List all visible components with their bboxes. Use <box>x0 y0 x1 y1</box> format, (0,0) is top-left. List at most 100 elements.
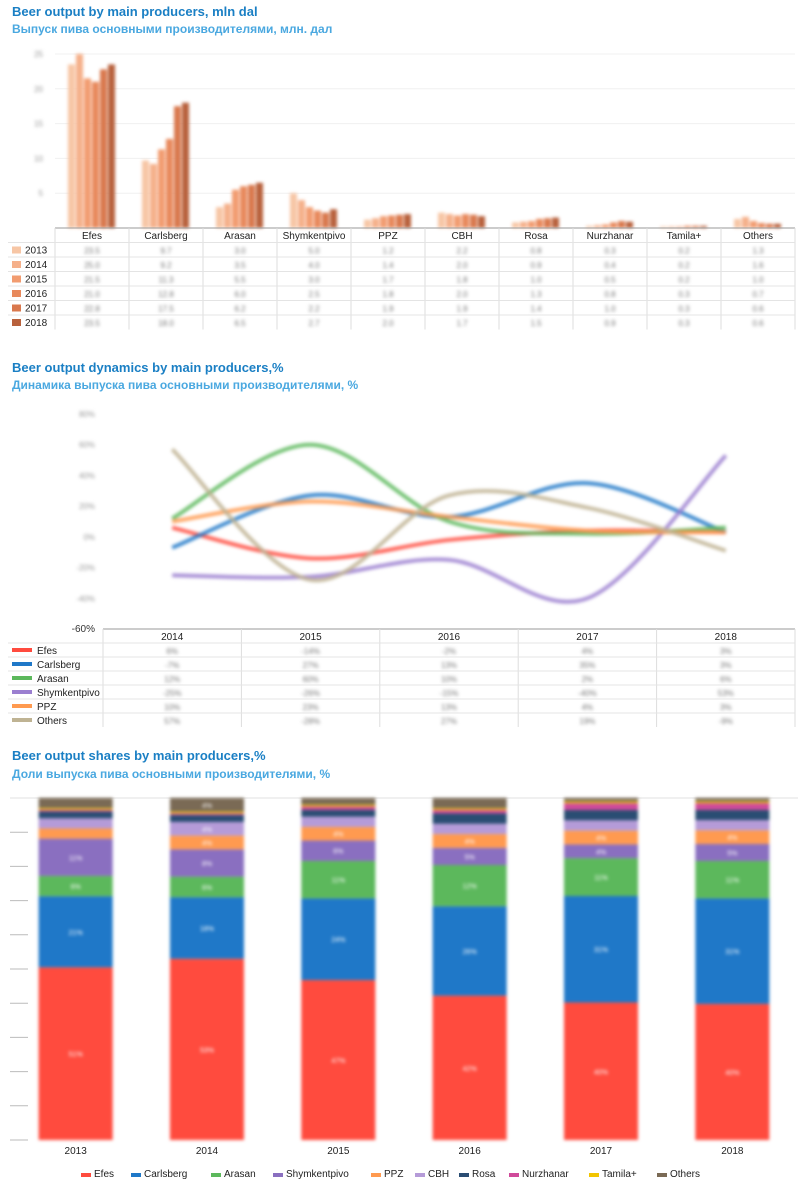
segment-label: 31% <box>594 947 608 954</box>
table-cell: 1.0 <box>530 276 542 285</box>
table-cell: 2.5 <box>308 290 320 299</box>
y-tick-label: 20 <box>34 85 43 94</box>
stacked-segment <box>564 801 638 804</box>
table-cell: 1.9 <box>456 305 468 314</box>
table-cell: 35% <box>579 661 595 670</box>
table-cell: -26% <box>301 689 320 698</box>
table-cell: 4% <box>582 703 594 712</box>
stacked-segment <box>564 810 638 821</box>
segment-label: 8% <box>202 861 212 868</box>
legend-label: Tamila+ <box>602 1169 637 1180</box>
legend-label: CBH <box>428 1169 449 1180</box>
category-label: 2016 <box>459 1146 482 1157</box>
y-tick-label: 5 <box>39 189 44 198</box>
legend-label: 2018 <box>25 318 48 329</box>
bar <box>174 106 181 228</box>
stacked-segment <box>301 860 376 899</box>
segment-label: 24% <box>331 937 345 944</box>
legend-label: Nurzhanar <box>522 1169 569 1180</box>
stacked-segment <box>38 838 113 876</box>
category-label: Tamila+ <box>667 231 702 242</box>
bar <box>142 160 149 228</box>
table-cell: 1.7 <box>382 276 394 285</box>
table-cell: 2.2 <box>308 305 320 314</box>
legend-swatch <box>12 290 21 297</box>
legend-swatch <box>273 1173 283 1177</box>
y-tick-label: 60% <box>79 441 95 450</box>
stacked-segment <box>564 798 638 802</box>
segment-label: 6% <box>202 885 212 892</box>
stacked-segment <box>301 804 376 807</box>
bar <box>692 225 699 228</box>
legend-swatch <box>12 246 21 254</box>
segment-label: 4% <box>202 840 212 847</box>
stacked-segment <box>432 834 507 848</box>
category-label: 2016 <box>438 632 461 643</box>
table-cell: -40% <box>578 689 597 698</box>
dynamics-line-chart: 80% 60% 40% 20% 0% -20% -40% -60% 2014 2015 2016 20… <box>8 410 796 727</box>
segment-label: 42% <box>463 1066 477 1073</box>
segment-label: 4% <box>202 827 212 834</box>
bar <box>108 64 115 228</box>
table-cell: 19% <box>579 717 595 726</box>
segment-label: 4% <box>465 839 475 846</box>
table-cell: 1.6 <box>752 261 764 270</box>
table-cell: 3.0 <box>308 276 320 285</box>
bar <box>290 193 297 228</box>
table-cell: 27% <box>441 717 457 726</box>
legend-swatch <box>131 1173 141 1177</box>
table-cell: 17.5 <box>158 305 174 314</box>
stacked-segment <box>38 798 113 809</box>
series-line <box>170 447 727 583</box>
table-cell: -15% <box>440 689 459 698</box>
legend-swatch <box>589 1173 599 1177</box>
bar <box>544 218 551 228</box>
segment-label: 31% <box>725 949 739 956</box>
stacked-segment <box>564 895 638 1003</box>
table-cell: 21.0 <box>84 290 100 299</box>
table-cell: 4.0 <box>308 261 320 270</box>
legend-swatch <box>12 319 21 326</box>
bar <box>618 221 625 228</box>
table-cell: 0.4 <box>604 261 616 270</box>
table-cell: 9.7 <box>160 247 172 256</box>
table-cell: 6% <box>166 647 178 656</box>
table-cell: 5.5 <box>234 276 246 285</box>
category-label: Others <box>743 231 773 242</box>
legend-label: Efes <box>94 1169 114 1180</box>
bar <box>660 226 667 228</box>
bar <box>404 214 411 228</box>
stacked-bars-group: 51% 21% 6% 11% 53% 18% 6% 8% 4% 4% 4% 47% 24% 11% 6% 4%… <box>38 798 770 1140</box>
table-cell: -14% <box>301 647 320 656</box>
bar <box>586 225 593 228</box>
category-label: CBH <box>451 231 472 242</box>
chart3-title: Beer output shares by main producers,% <box>12 748 266 763</box>
stacked-segment <box>564 1002 638 1140</box>
stacked-segment <box>170 815 244 822</box>
table-cell: 1.0 <box>752 276 764 285</box>
bar <box>92 81 99 228</box>
category-label: 2018 <box>715 632 738 643</box>
category-label: 2014 <box>161 632 184 643</box>
bar <box>166 138 173 228</box>
bar <box>758 223 765 228</box>
bar <box>224 203 231 228</box>
chart3-subtitle: Доли выпуска пива основными производител… <box>12 767 331 781</box>
bar <box>774 223 781 228</box>
segment-label: 6% <box>333 849 343 856</box>
segment-label: 18% <box>200 926 214 933</box>
table-cell: 27% <box>303 661 319 670</box>
category-label: 2018 <box>721 1146 744 1157</box>
table-cell: 3.0 <box>234 247 246 256</box>
category-label: PPZ <box>378 231 397 242</box>
stacked-segment <box>301 840 376 861</box>
bar <box>158 149 165 228</box>
table-cell: 12% <box>164 675 180 684</box>
table-cell: 21.5 <box>84 276 100 285</box>
stacked-segment <box>301 809 376 817</box>
bar <box>388 215 395 228</box>
bar <box>100 69 107 228</box>
legend-label: 2014 <box>25 260 48 271</box>
y-tick-label: -60% <box>72 624 95 635</box>
table-cell: 0.2 <box>678 247 690 256</box>
